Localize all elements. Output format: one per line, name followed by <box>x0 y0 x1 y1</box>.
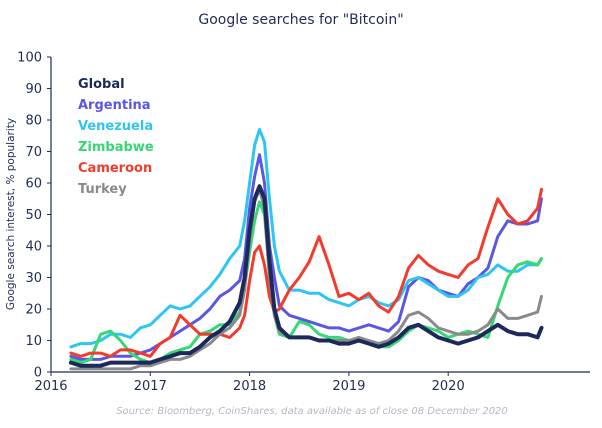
y-tick-label: 30 <box>25 271 42 286</box>
y-tick-label: 60 <box>25 177 42 192</box>
x-tick-label: 2019 <box>332 379 365 394</box>
legend-item-zimbabwe: Zimbabwe <box>78 140 154 155</box>
series-line-cameroon <box>69 187 543 358</box>
y-tick-label: 90 <box>25 82 42 97</box>
chart-title: Google searches for "Bitcoin" <box>198 12 403 28</box>
x-tick-label: 2016 <box>34 379 67 394</box>
legend-item-argentina: Argentina <box>78 98 151 113</box>
series-lines <box>68 128 544 371</box>
x-ticks: 2016 2017 2018 2019 2020 <box>34 372 465 394</box>
y-tick-label: 10 <box>25 334 42 349</box>
legend-item-venezuela: Venezuela <box>78 119 153 134</box>
y-tick-label: 50 <box>25 208 42 223</box>
legend-item-turkey: Turkey <box>78 182 127 197</box>
x-tick-label: 2020 <box>432 379 465 394</box>
y-tick-label: 100 <box>17 51 42 66</box>
y-tick-label: 20 <box>25 303 42 318</box>
y-tick-label: 80 <box>25 114 42 129</box>
y-ticks: 0 10 20 30 40 50 60 70 80 90 100 <box>17 51 51 381</box>
y-axis-label: Google search interest, % popularity <box>5 118 17 310</box>
legend-item-global: Global <box>78 77 125 92</box>
series-line-global <box>68 184 544 368</box>
y-tick-label: 40 <box>25 240 42 255</box>
y-tick-label: 0 <box>34 366 42 381</box>
legend-item-cameroon: Cameroon <box>78 161 152 176</box>
x-tick-label: 2018 <box>233 379 266 394</box>
source-note: Source: Bloomberg, CoinShares, data avai… <box>116 406 508 417</box>
legend: Global Argentina Venezuela Zimbabwe Cameroon… <box>78 77 154 197</box>
y-tick-label: 70 <box>25 145 42 160</box>
y-axis-label-group: Google search interest, % popularity <box>5 118 17 310</box>
series-line-turkey <box>69 187 543 371</box>
x-tick-label: 2017 <box>134 379 167 394</box>
